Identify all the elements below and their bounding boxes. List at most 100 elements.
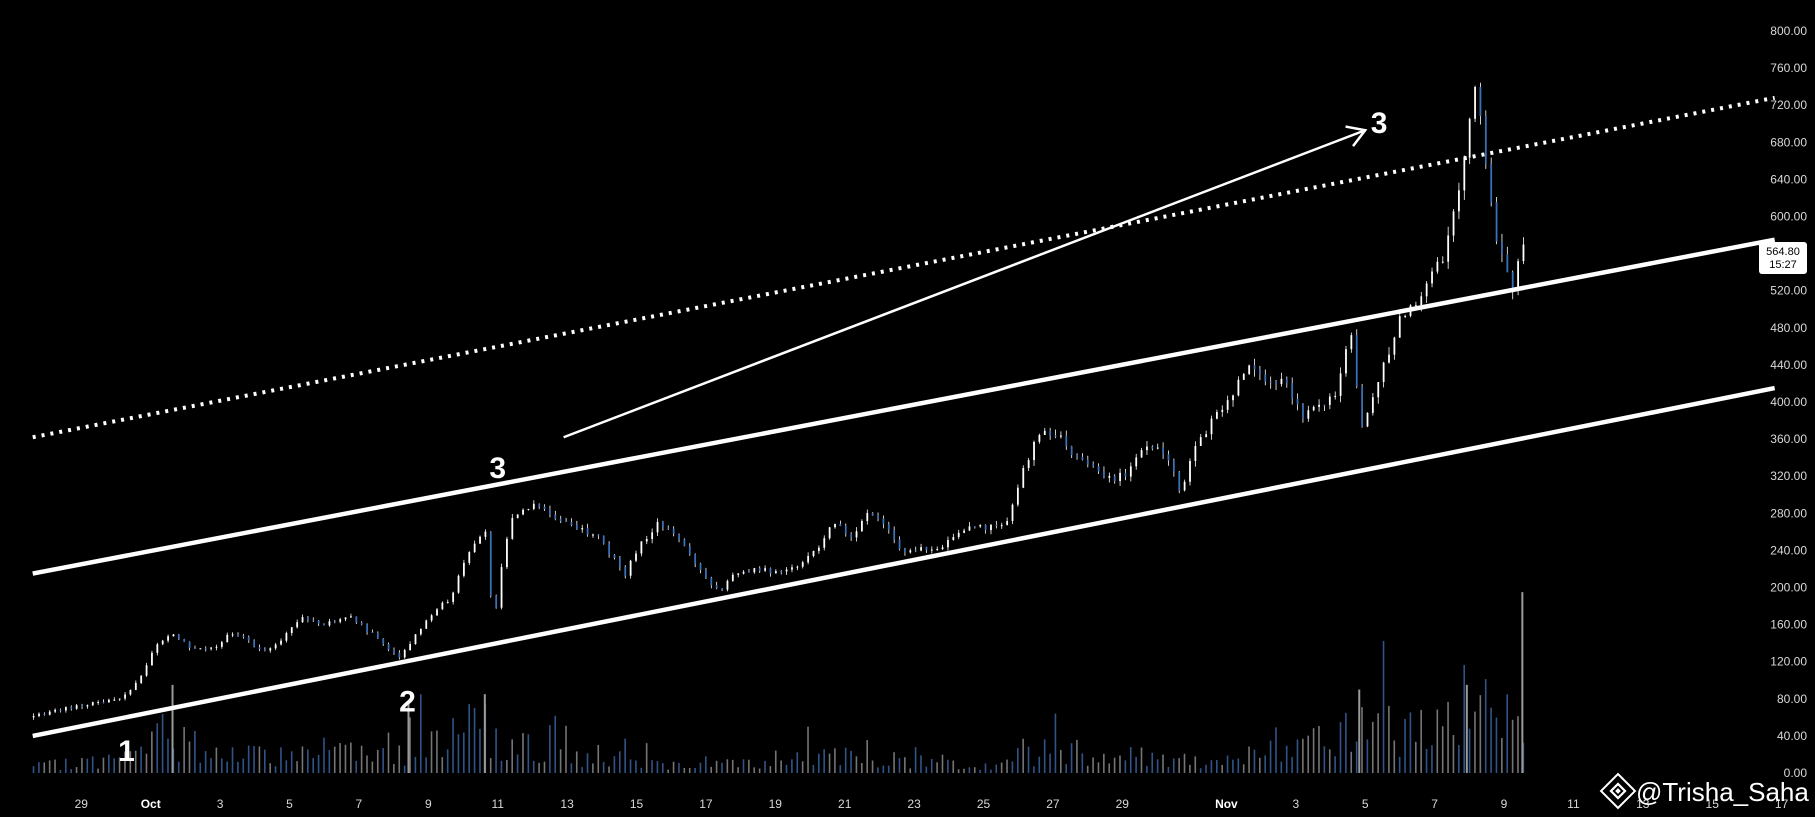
candle-body [995,524,998,526]
candle-body [667,527,670,529]
candle-body [1097,466,1100,472]
volume-bar [204,751,207,773]
price-axis[interactable]: 800.00760.00720.00680.00640.00600.00560.… [1770,24,1807,780]
trendline-dotted-projection[interactable] [32,95,1776,440]
candle-body [296,622,299,628]
candle-body [1221,409,1224,412]
volume-bar [86,758,89,773]
candle-body [742,571,745,574]
volume-bar [1086,765,1089,773]
volume-bar [925,766,928,773]
candle-body [1033,441,1035,461]
time-tick-label: 7 [1431,797,1438,811]
candle-body [1178,472,1181,491]
trendlines [32,95,1776,739]
candle-body [506,538,508,568]
candle-body [1226,400,1229,410]
candle-body [1398,316,1401,338]
candle-body [425,620,428,629]
volume-bar [91,756,94,773]
time-tick-label: 9 [425,797,432,811]
candle-body [1420,296,1423,306]
candle-body [398,652,401,658]
volume-bar [285,760,288,773]
candle-body [1000,525,1003,527]
volume-bar [1253,749,1256,773]
volume-bar [506,759,508,773]
candle-body [807,556,810,563]
price-tick-label: 400.00 [1770,395,1807,409]
volume-bar [54,759,56,773]
volume-bar [75,767,78,773]
volume-bar [1275,727,1277,773]
candle-body [350,616,352,618]
candle-body [629,560,632,576]
volume-bar [1490,707,1492,773]
price-tick-label: 160.00 [1770,618,1807,632]
candle-body [522,509,524,515]
candle-body [1425,283,1428,297]
volume-bar [436,730,438,773]
candle-body [1108,475,1111,478]
volume-bar [893,752,895,773]
candle-body [1339,373,1342,396]
candle-body [1296,398,1299,405]
time-tick-label: 9 [1501,797,1508,811]
time-tick-label: 3 [1292,797,1299,811]
volume-bar [387,732,390,773]
time-tick-label: 21 [838,797,852,811]
candle-body [210,647,213,649]
trendline-lower-channel[interactable] [32,385,1776,739]
candle-body [559,519,562,522]
volume-bar [1146,765,1148,773]
candle-body [172,634,175,637]
volume-bar [328,749,331,773]
volume-bar [1135,756,1137,773]
volume-bar [866,740,868,773]
volume-bar [398,745,401,773]
time-tick-label: 5 [286,797,293,811]
candle-body [1016,487,1019,505]
volume-bar [769,766,772,773]
volume-bar [1000,762,1003,773]
volume-bar [441,757,444,773]
volume-bar [1140,747,1143,773]
candle-body [452,592,455,602]
volume-bar [1129,746,1132,773]
candle-body [737,573,740,575]
candle-body [904,549,906,553]
price-tick-label: 480.00 [1770,321,1807,335]
candle-body [1140,450,1143,458]
time-tick-label: 13 [1636,797,1650,811]
volume-bar [1103,753,1105,773]
candle-body [769,568,772,574]
candle-body [1232,395,1234,401]
volume-bar [785,764,788,773]
candle-body [1382,362,1385,383]
volume-bar [140,746,142,773]
candle-body [1043,430,1046,435]
candle-body [86,705,89,707]
volume-bar [220,758,223,773]
volume-bar [1194,756,1197,773]
time-tick-label: 11 [491,797,504,811]
volume-bar [1119,755,1121,773]
candle-body [866,512,869,522]
volume-bar [188,741,191,773]
candle-body [177,634,180,639]
volume-bar [817,753,820,773]
volume-bar [656,761,659,773]
time-tick-label: 25 [977,797,991,811]
time-axis[interactable]: 29 Oct 3 5 7 9 11 13 15 17 19 21 23 25 27 29 Nov 3 5 7 9 11 13… [75,797,1789,811]
volume-bar [419,694,422,773]
trendline-upper-channel[interactable] [32,237,1776,576]
trendline-target-arrow[interactable] [563,129,1366,439]
candle-body [887,524,890,531]
candle-body [43,713,46,715]
candle-body [285,632,288,641]
volume-bar [1414,741,1417,773]
candle-body [48,711,51,715]
volume-bar [936,762,938,773]
volume-bar [1463,664,1466,773]
